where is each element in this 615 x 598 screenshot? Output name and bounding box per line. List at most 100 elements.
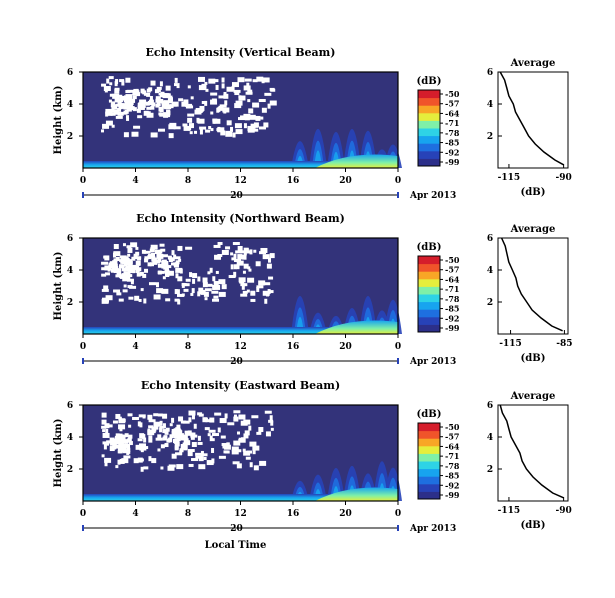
missing-cell <box>243 123 247 129</box>
missing-cell <box>116 271 121 276</box>
missing-cell <box>110 442 114 446</box>
missing-cell <box>183 446 188 451</box>
missing-cell <box>125 90 131 94</box>
date-label: Apr 2013 <box>409 524 456 534</box>
missing-cell <box>226 120 232 126</box>
missing-cell <box>249 249 253 255</box>
missing-cell <box>230 126 234 132</box>
profile-line <box>499 71 564 166</box>
missing-cell <box>178 416 184 422</box>
missing-cell <box>118 98 123 103</box>
missing-cell <box>110 268 115 273</box>
missing-cell <box>112 445 117 450</box>
missing-cell <box>140 288 144 292</box>
missing-cell <box>139 271 144 276</box>
missing-cell <box>241 284 245 290</box>
missing-cell <box>247 99 251 103</box>
missing-cell <box>242 290 248 294</box>
missing-cell <box>191 432 196 437</box>
missing-cell <box>172 102 177 107</box>
colorbar-swatch <box>418 438 440 447</box>
missing-cell <box>263 122 269 128</box>
missing-cell <box>130 242 138 248</box>
missing-cell <box>148 282 156 286</box>
missing-cell <box>114 81 118 87</box>
missing-cell <box>171 453 177 459</box>
missing-cell <box>103 285 109 291</box>
missing-cell <box>185 440 191 446</box>
missing-cell <box>153 294 161 300</box>
missing-cell <box>155 96 161 100</box>
x-tick-label: 0 <box>395 342 401 352</box>
missing-cell <box>185 246 193 250</box>
missing-cell <box>190 292 194 296</box>
profile-y-tick-label: 2 <box>487 298 493 308</box>
missing-cell <box>234 259 242 263</box>
missing-cell <box>126 245 132 249</box>
missing-cell <box>105 295 113 301</box>
missing-cell <box>107 424 113 428</box>
missing-cell <box>143 250 151 254</box>
missing-cell <box>147 100 152 105</box>
missing-cell <box>174 83 178 87</box>
missing-cell <box>259 460 267 466</box>
profile-y-tick-label: 6 <box>487 401 493 411</box>
missing-cell <box>208 429 216 433</box>
missing-cell <box>236 264 240 270</box>
profile-x-tick-label: -90 <box>555 173 571 183</box>
missing-cell <box>127 107 132 112</box>
missing-cell <box>127 253 131 257</box>
missing-cell <box>208 126 212 130</box>
missing-cell <box>102 432 110 438</box>
missing-cell <box>126 447 131 452</box>
colorbar-swatch <box>418 263 440 272</box>
missing-cell <box>147 430 155 436</box>
y-axis-label: Height (km) <box>53 419 64 488</box>
missing-cell <box>260 116 264 120</box>
missing-cell <box>105 120 113 126</box>
missing-cell <box>125 104 130 109</box>
missing-cell <box>236 463 242 469</box>
missing-cell <box>226 86 234 92</box>
missing-cell <box>255 261 261 267</box>
missing-cell <box>128 260 133 265</box>
missing-cell <box>220 130 226 136</box>
missing-cell <box>137 115 143 119</box>
missing-cell <box>121 437 126 442</box>
missing-cell <box>174 446 179 451</box>
missing-cell <box>113 251 121 257</box>
colorbar-tick-label: -64 <box>445 108 460 118</box>
colorbar-tick-label: -64 <box>445 441 460 451</box>
missing-cell <box>183 443 188 448</box>
missing-cell <box>247 277 255 283</box>
colorbar-swatch <box>418 128 440 137</box>
missing-cell <box>127 247 133 253</box>
missing-cell <box>105 428 109 434</box>
colorbar-tick-label: -99 <box>445 490 460 500</box>
missing-cell <box>210 128 214 132</box>
missing-cell <box>109 93 115 97</box>
missing-cell <box>115 274 121 278</box>
missing-cell <box>256 76 264 82</box>
missing-cell <box>213 244 221 248</box>
x-tick-label: 0 <box>80 509 86 519</box>
x-tick-label: 0 <box>395 509 401 519</box>
missing-cell <box>125 443 130 448</box>
missing-cell <box>176 437 181 442</box>
colorbar-frame <box>417 422 441 500</box>
missing-cell <box>240 293 248 297</box>
missing-cell <box>211 433 219 437</box>
missing-cell <box>115 433 120 438</box>
missing-cell <box>187 449 195 453</box>
missing-cell <box>169 434 174 439</box>
missing-cell <box>230 264 234 270</box>
missing-cell <box>198 85 206 91</box>
missing-cell <box>237 246 243 252</box>
missing-cell <box>108 99 112 103</box>
missing-cell <box>223 108 227 114</box>
missing-cell <box>161 260 169 266</box>
missing-cell <box>245 91 253 95</box>
missing-cell <box>123 262 128 267</box>
missing-cell <box>114 88 120 94</box>
